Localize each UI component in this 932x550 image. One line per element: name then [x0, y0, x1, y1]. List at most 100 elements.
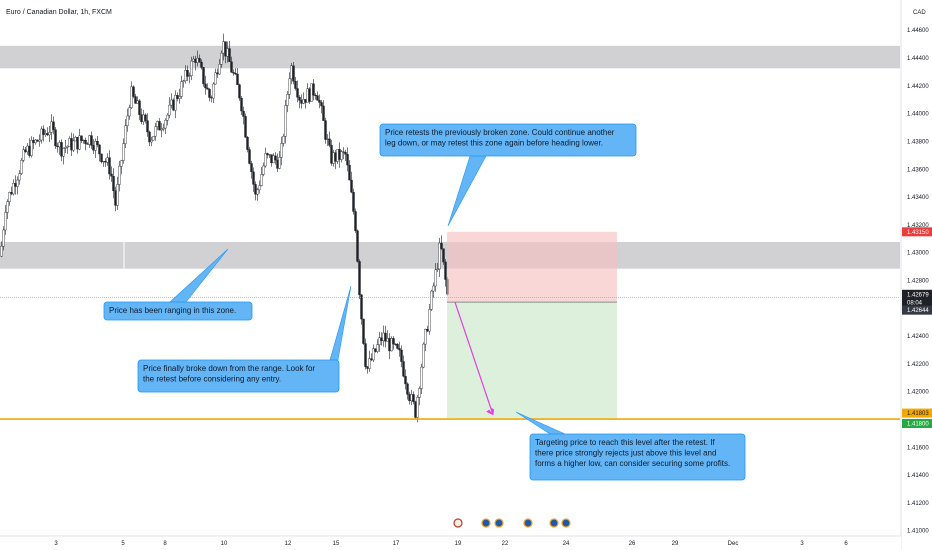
candle-body — [172, 99, 175, 111]
candle-body — [368, 358, 371, 369]
candle-body — [262, 165, 265, 175]
candle-body — [384, 332, 387, 342]
y-tick-label: 1.41200 — [907, 501, 929, 507]
projection-arrow-head — [486, 407, 495, 416]
candle-body — [76, 137, 79, 150]
candle-body — [432, 285, 435, 292]
candle-body — [284, 105, 287, 137]
candle-body — [10, 192, 13, 195]
candle-body — [84, 139, 87, 144]
candle-body — [50, 121, 53, 133]
candle-body — [52, 121, 55, 130]
candle-body — [62, 148, 65, 157]
candle-body — [402, 361, 405, 377]
candle-body — [316, 95, 319, 101]
candle-body — [166, 114, 169, 121]
price-label-text: 1.41803 — [907, 411, 929, 417]
x-tick-label: 6 — [844, 541, 848, 547]
candle-body — [192, 58, 195, 62]
event-flag-icon — [453, 518, 463, 528]
candle-body — [338, 149, 341, 160]
y-tick-label: 1.44000 — [907, 112, 929, 118]
callout-text-line: the retest before considering any entry. — [143, 375, 281, 384]
candle-body — [18, 173, 21, 181]
candle-body — [392, 338, 395, 345]
candle-body — [236, 73, 239, 85]
candle-body — [182, 80, 185, 82]
candle-body — [32, 139, 35, 144]
candle-body — [220, 52, 223, 65]
candle-body — [68, 138, 71, 147]
candle-body — [410, 394, 413, 402]
chart-title: Euro / Canadian Dollar, 1h, FXCM — [6, 9, 112, 16]
candle-body — [200, 61, 203, 68]
candle-body — [400, 349, 403, 362]
y-tick-label: 1.44200 — [907, 84, 929, 90]
callout-text: Price finally broke down from the range.… — [143, 364, 315, 384]
candle-body — [64, 147, 67, 149]
event-icons[interactable] — [453, 518, 571, 528]
candle-body — [346, 154, 349, 166]
callout-text-line: Price has been ranging in this zone. — [109, 306, 236, 315]
callout-text-line: Price finally broke down from the range.… — [143, 364, 315, 373]
candle-body — [408, 394, 411, 402]
candle-body — [214, 72, 217, 85]
callout-box — [379, 123, 637, 157]
callout-text-line: Targeting price to reach this level afte… — [535, 438, 715, 447]
candle-body — [296, 88, 299, 98]
candle-body — [168, 104, 171, 116]
candle-body — [324, 120, 327, 140]
callouts-layer: Price retests the previously broken zone… — [103, 123, 746, 481]
candle-body — [130, 86, 133, 108]
candle-body — [382, 332, 385, 341]
candle-body — [102, 161, 105, 163]
candle-body — [328, 138, 331, 146]
zone-upper-resistance — [0, 45, 900, 69]
price-label-bg — [902, 227, 932, 237]
candle-body — [108, 157, 111, 175]
candle-body — [344, 152, 347, 155]
x-tick-label: 17 — [393, 541, 400, 547]
candle-body — [148, 131, 151, 143]
candle-body — [310, 83, 313, 102]
candle-body — [78, 135, 81, 150]
candle-body — [250, 163, 253, 173]
candle-body — [112, 176, 115, 192]
candle-body — [430, 290, 433, 310]
candle-body — [156, 121, 159, 127]
candle-body — [428, 309, 431, 332]
callout-text: Price has been ranging in this zone. — [109, 306, 236, 315]
candle-body — [20, 160, 23, 174]
candle-body — [44, 133, 47, 135]
candle-body — [332, 152, 335, 164]
callout-pointer — [447, 155, 487, 227]
candle-body — [26, 145, 29, 152]
candle-body — [240, 97, 243, 112]
candle-body — [364, 343, 367, 367]
x-tick-label: 10 — [221, 541, 228, 547]
y-tick-label: 1.41600 — [907, 445, 929, 451]
candle-body — [60, 142, 63, 157]
candle-body — [136, 100, 139, 104]
candle-body — [246, 136, 249, 150]
candle-body — [46, 133, 49, 136]
candle-body — [82, 139, 85, 141]
candle-body — [442, 248, 445, 263]
candle-body — [418, 388, 421, 398]
x-tick-label: 5 — [121, 541, 125, 547]
candle-body — [226, 48, 229, 57]
candle-body — [230, 61, 233, 73]
candle-body — [304, 99, 307, 103]
candle-body — [424, 329, 427, 345]
candle-body — [124, 125, 127, 144]
y-tick-label: 1.43000 — [907, 251, 929, 257]
candle-body — [336, 149, 339, 162]
candle-body — [282, 136, 285, 144]
x-tick-label: 19 — [455, 541, 462, 547]
callout-text: Targeting price to reach this level afte… — [535, 438, 730, 468]
x-tick-label: 24 — [563, 541, 570, 547]
y-tick-label: 1.42800 — [907, 278, 929, 284]
candle-body — [222, 41, 225, 54]
